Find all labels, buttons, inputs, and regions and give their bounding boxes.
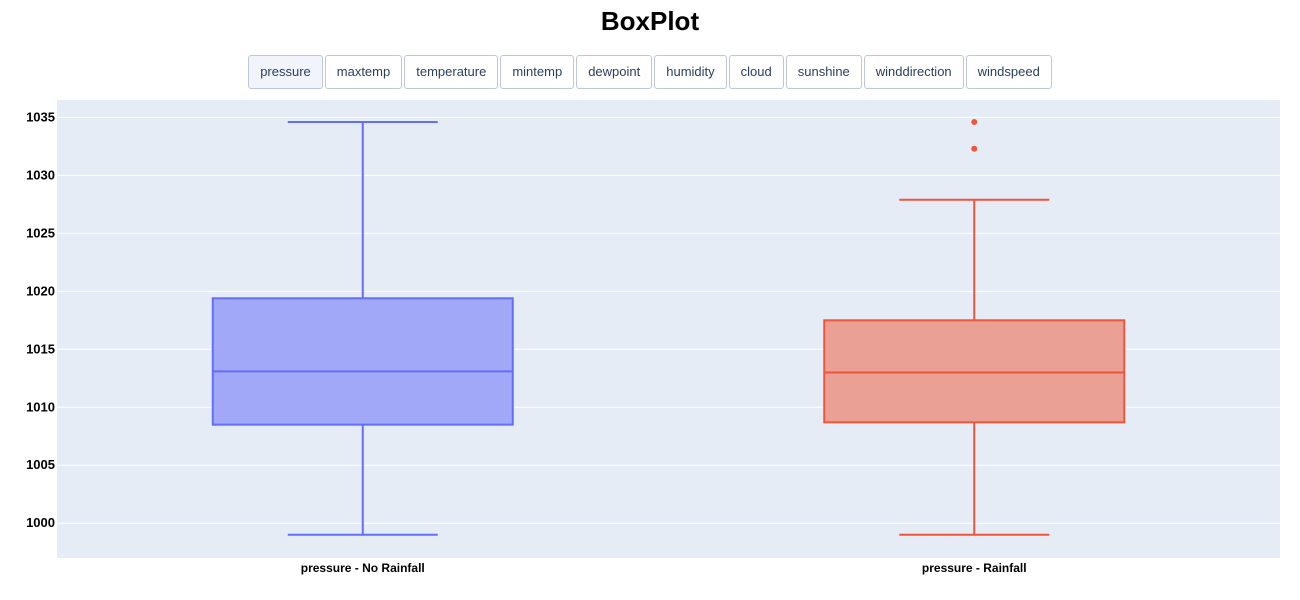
box-trace-1 [823,119,1126,536]
y-tick-label: 1010 [26,399,55,414]
y-tick-label: 1005 [26,457,55,472]
y-tick-label: 1030 [26,167,55,182]
y-tick-label: 1020 [26,283,55,298]
tab-temperature[interactable]: temperature [404,55,499,89]
tab-cloud[interactable]: cloud [728,55,784,89]
box-traces [211,119,1126,536]
outlier-point [971,119,978,126]
tab-dewpoint[interactable]: dewpoint [576,55,653,89]
y-tick-label: 1015 [26,341,55,356]
box-trace-0 [211,121,514,536]
tab-maxtemp[interactable]: maxtemp [324,55,403,89]
interquartile-box [211,297,514,426]
x-axis-category-labels: pressure - No Rainfall pressure - Rainfal… [301,561,1027,575]
y-axis-tick-labels: 1000 1005 1010 1015 1020 1025 1030 1035 [26,109,55,530]
tab-pressure[interactable]: pressure [248,55,323,89]
interquartile-box [823,319,1126,424]
outlier-point [971,145,978,152]
x-category-label: pressure - Rainfall [922,561,1027,575]
tab-humidity[interactable]: humidity [654,55,727,89]
x-category-label: pressure - No Rainfall [301,561,425,575]
y-tick-label: 1025 [26,225,55,240]
y-tick-label: 1035 [26,109,55,124]
tab-winddirection[interactable]: winddirection [863,55,964,89]
variable-tab-bar: pressure maxtemp temperature mintemp dewpoin… [0,55,1300,89]
tab-windspeed[interactable]: windspeed [965,55,1052,89]
chart-title: BoxPlot [600,6,700,36]
tab-sunshine[interactable]: sunshine [785,55,862,89]
y-tick-label: 1000 [26,515,55,530]
tab-mintemp[interactable]: mintemp [500,55,575,89]
